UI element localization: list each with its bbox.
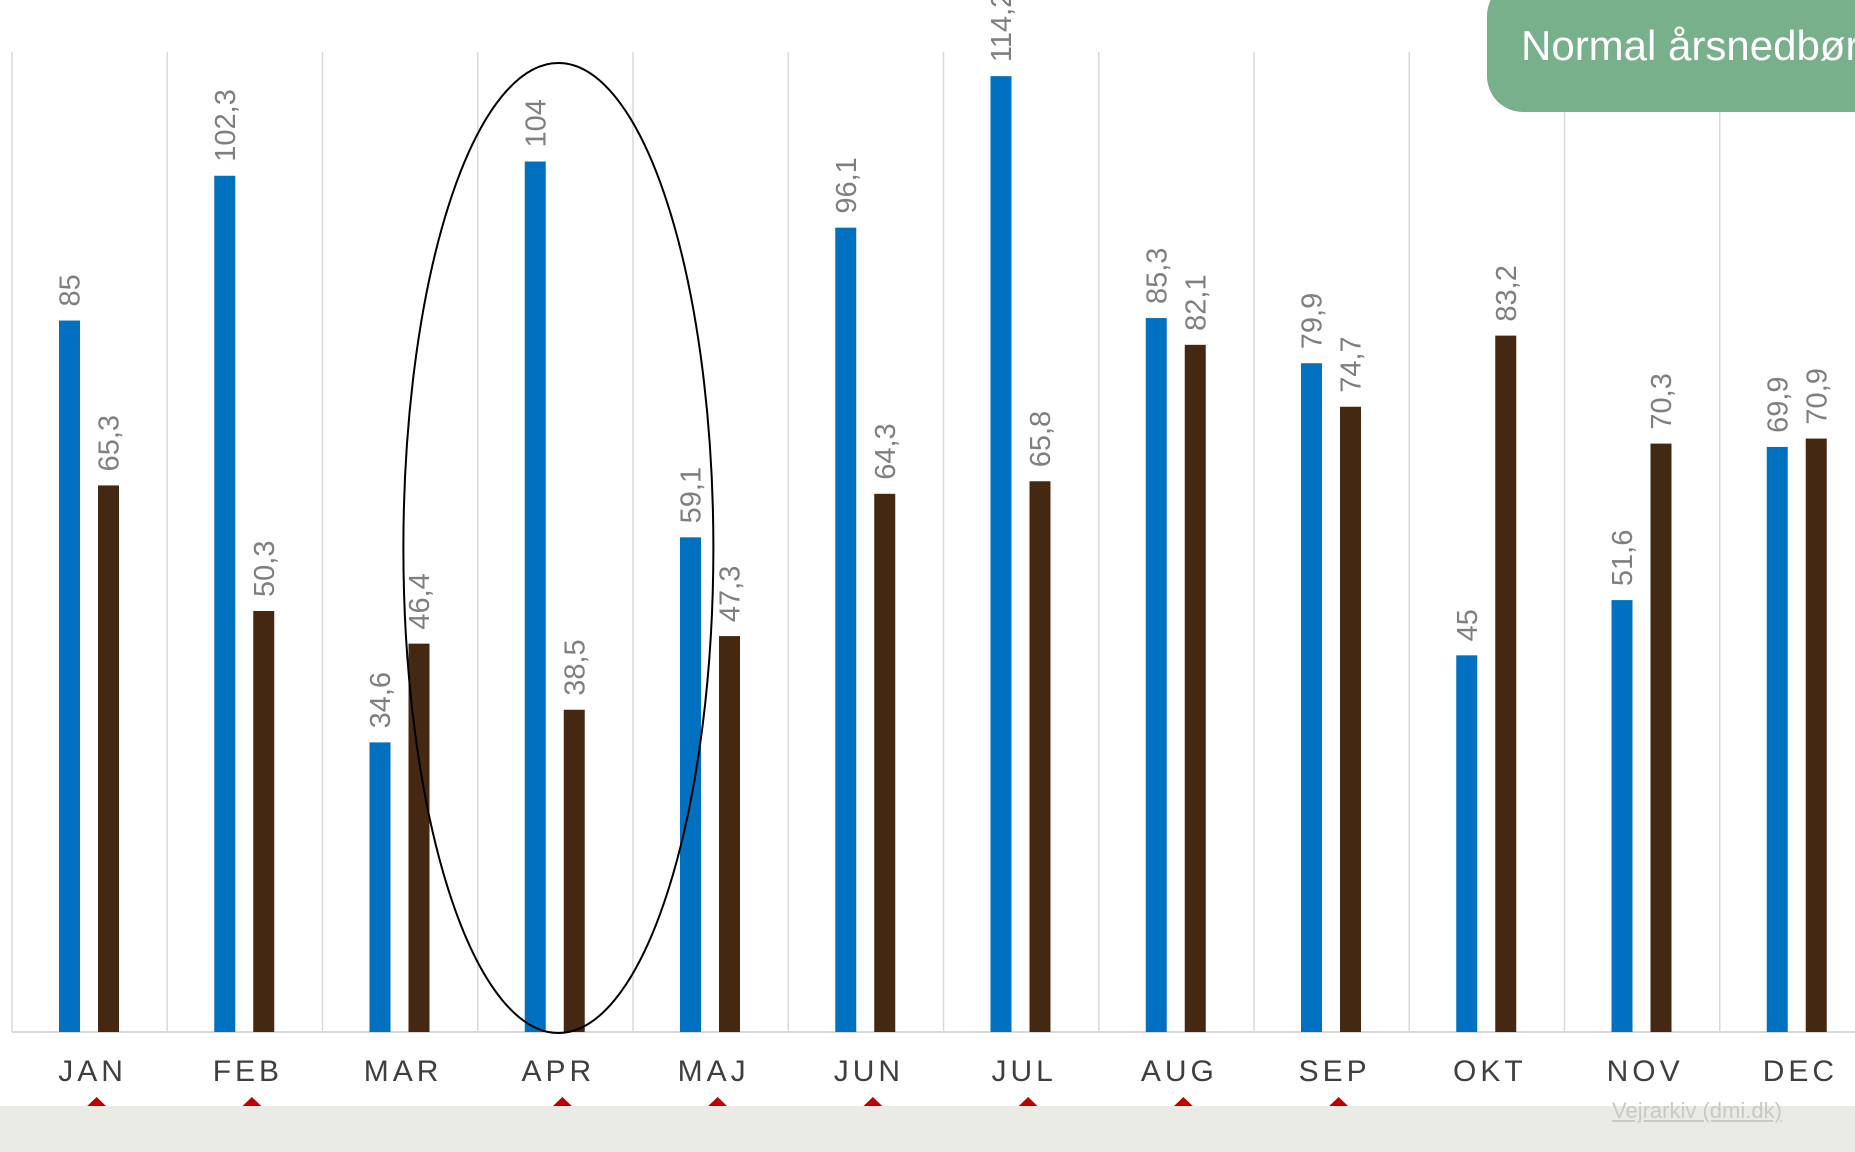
data-label-okt-s2: 83,2 [1491,265,1523,321]
month-label-feb: FEB [213,1055,283,1088]
data-label-jul-s1: 114,2 [986,0,1018,62]
month-label-okt: OKT [1453,1055,1527,1088]
bar-jan-s2 [98,485,119,1033]
month-label-aug: AUG [1141,1055,1218,1088]
bar-jun-s2 [874,493,896,1033]
data-label-jan-s1: 85 [55,274,87,306]
bar-feb-s1 [214,175,236,1032]
bar-dec-s1 [1766,446,1788,1032]
month-label-maj: MAJ [678,1055,750,1088]
data-label-maj-s2: 47,3 [715,566,747,622]
data-label-jul-s2: 65,8 [1025,411,1057,467]
data-label-nov-s2: 70,3 [1646,373,1678,429]
month-label-jan: JAN [58,1055,127,1088]
data-label-feb-s2: 50,3 [249,541,281,597]
bar-nov-s1 [1611,600,1633,1032]
month-label-apr: APR [522,1055,596,1088]
data-label-apr-s2: 38,5 [559,639,591,695]
normal-precipitation-badge: Normal årsnedbør [1487,0,1855,112]
data-label-okt-s1: 45 [1452,609,1484,641]
month-label-mar: MAR [364,1055,443,1088]
bar-okt-s2 [1495,335,1517,1033]
bar-sep-s2 [1340,406,1361,1032]
bar-mar-s2 [408,643,430,1032]
data-label-maj-s1: 59,1 [676,467,708,523]
bar-jan-s1 [59,320,80,1032]
data-label-jun-s1: 96,1 [831,157,863,213]
bar-nov-s2 [1650,443,1672,1032]
data-label-aug-s1: 85,3 [1141,248,1173,304]
highlight-ellipse [402,62,715,1034]
month-label-nov: NOV [1607,1055,1684,1088]
bar-feb-s2 [253,610,275,1032]
bar-mar-s1 [369,742,391,1032]
bar-maj-s1 [680,537,701,1032]
month-label-jun: JUN [834,1055,904,1088]
badge-text: Normal årsnedbør [1521,22,1855,69]
bar-aug-s2 [1184,344,1206,1032]
data-label-jun-s2: 64,3 [870,423,902,479]
bottom-strip [0,1106,1855,1152]
bar-jun-s1 [835,227,857,1032]
bar-apr-s2 [563,709,585,1032]
bar-aug-s1 [1145,318,1167,1032]
bar-sep-s1 [1301,363,1322,1032]
month-label-jul: JUL [991,1055,1056,1088]
data-label-apr-s1: 104 [520,99,552,147]
bar-maj-s2 [719,636,740,1032]
bar-okt-s1 [1456,655,1478,1032]
data-label-sep-s2: 74,7 [1336,336,1368,392]
month-label-dec: DEC [1763,1055,1838,1088]
bar-apr-s1 [524,161,546,1032]
data-label-mar-s1: 34,6 [365,672,397,728]
data-label-sep-s1: 79,9 [1297,293,1329,349]
bar-dec-s2 [1805,438,1827,1032]
month-label-sep: SEP [1299,1055,1371,1088]
bar-jul-s1 [990,76,1012,1033]
data-label-dec-s2: 70,9 [1801,368,1833,424]
bar-jul-s2 [1029,481,1051,1032]
data-label-aug-s2: 82,1 [1180,274,1212,330]
data-label-mar-s2: 46,4 [404,573,436,629]
source-link[interactable]: Vejrarkiv (dmi.dk) [1612,1098,1782,1123]
data-label-nov-s1: 51,6 [1607,530,1639,586]
data-label-feb-s1: 102,3 [210,89,242,162]
data-label-dec-s1: 69,9 [1762,376,1794,432]
data-label-jan-s2: 65,3 [94,415,126,471]
